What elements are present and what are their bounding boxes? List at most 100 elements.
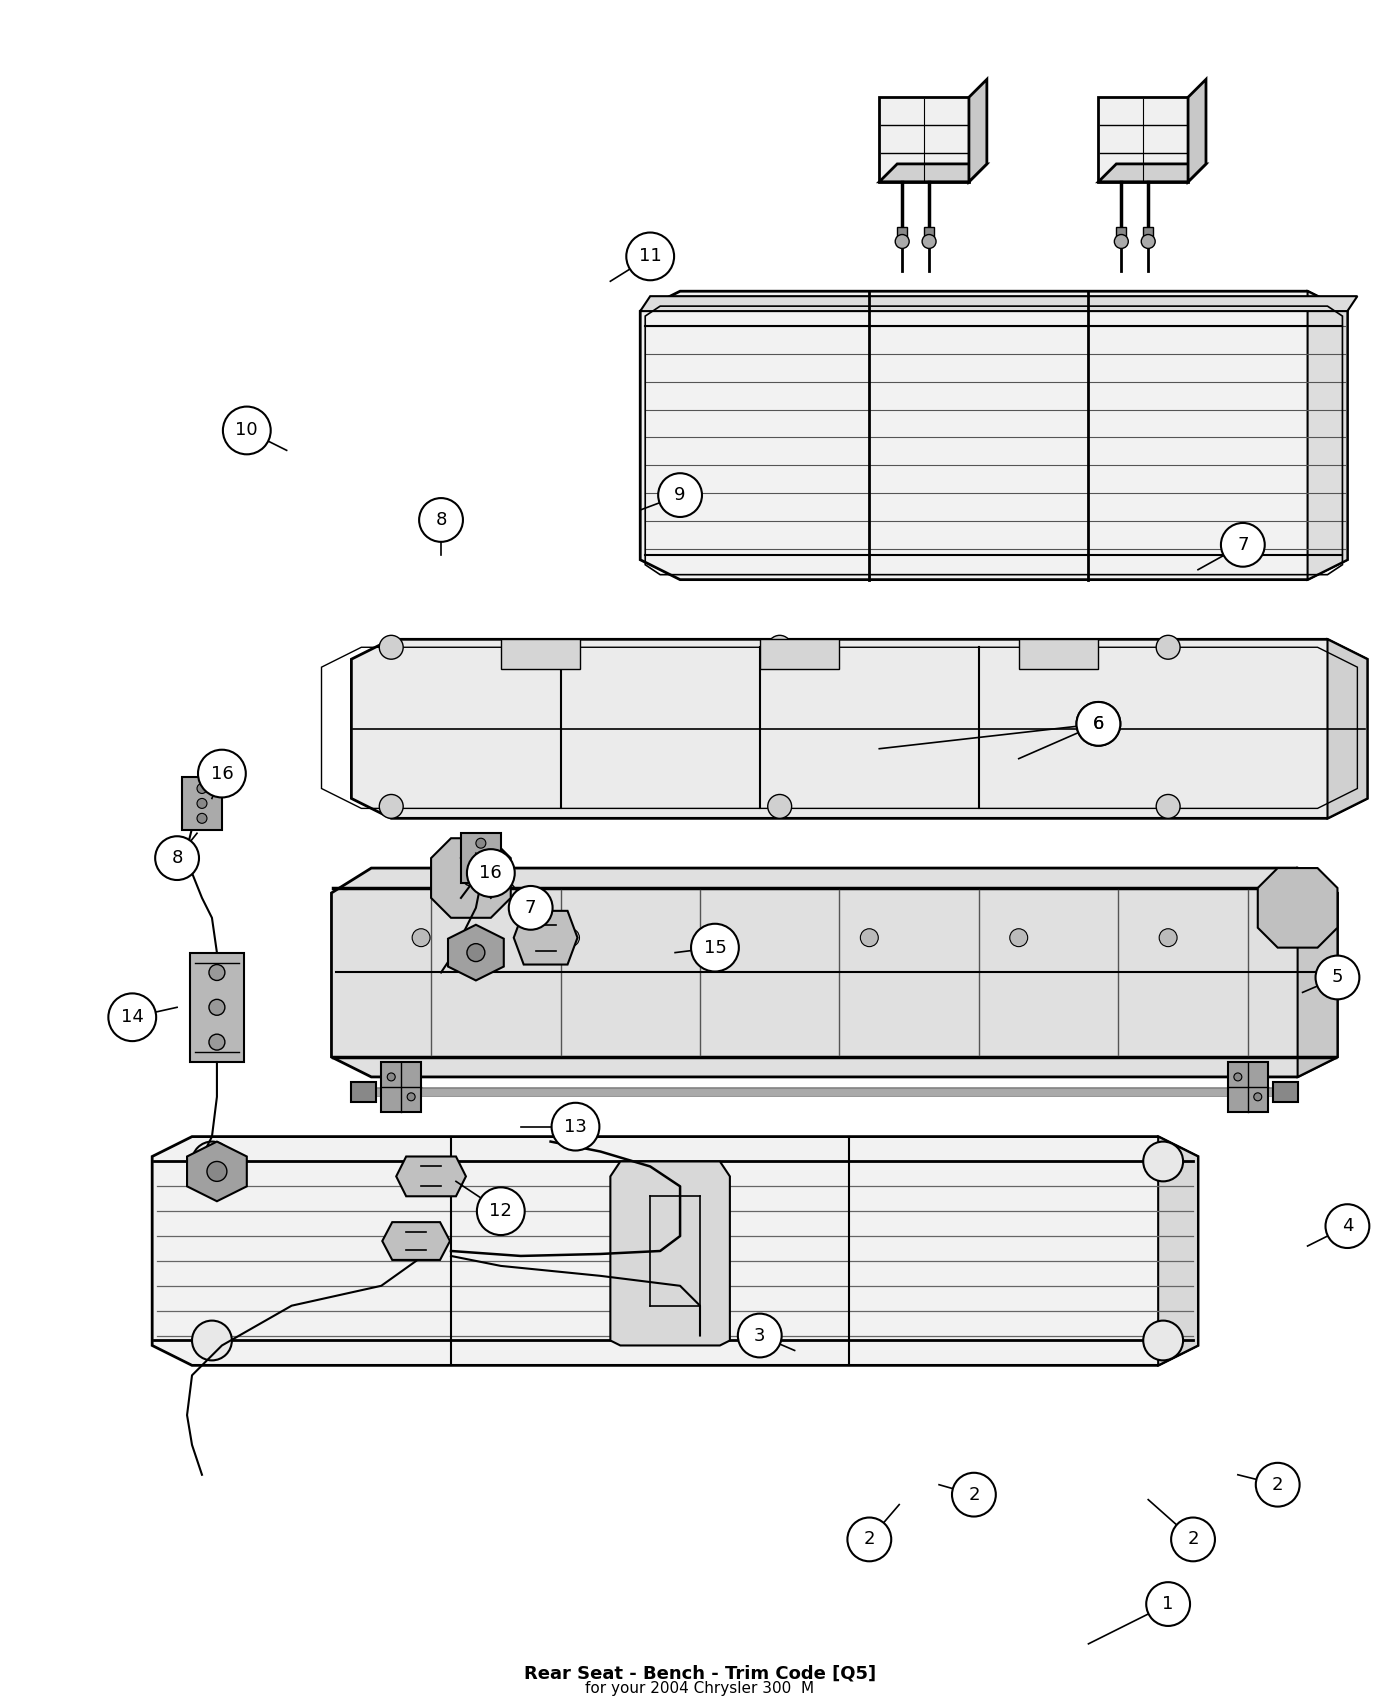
Polygon shape	[640, 296, 1358, 311]
Text: 4: 4	[1341, 1217, 1354, 1236]
Text: 7: 7	[1238, 536, 1249, 554]
Circle shape	[192, 1321, 232, 1360]
Polygon shape	[1158, 1137, 1198, 1365]
Circle shape	[1114, 235, 1128, 248]
Circle shape	[1159, 928, 1177, 947]
Circle shape	[895, 235, 909, 248]
Circle shape	[192, 1142, 232, 1182]
Circle shape	[1221, 524, 1264, 566]
Text: 2: 2	[1187, 1530, 1198, 1549]
Circle shape	[412, 928, 430, 947]
Text: 14: 14	[120, 1008, 144, 1027]
Circle shape	[388, 1073, 395, 1081]
Polygon shape	[448, 925, 504, 981]
Polygon shape	[501, 639, 581, 670]
Polygon shape	[382, 1222, 449, 1260]
Text: 2: 2	[1273, 1476, 1284, 1494]
Circle shape	[692, 923, 739, 971]
Polygon shape	[1308, 291, 1347, 580]
Polygon shape	[332, 869, 1337, 1076]
Polygon shape	[1189, 80, 1205, 182]
Text: 9: 9	[675, 486, 686, 505]
Circle shape	[861, 928, 878, 947]
Circle shape	[767, 636, 791, 660]
Text: 13: 13	[564, 1117, 587, 1136]
Polygon shape	[351, 639, 1368, 818]
Circle shape	[767, 794, 791, 818]
Circle shape	[1077, 702, 1120, 746]
Polygon shape	[760, 639, 840, 670]
Polygon shape	[640, 291, 1347, 580]
Polygon shape	[1144, 226, 1154, 236]
Circle shape	[155, 836, 199, 881]
Polygon shape	[1273, 1081, 1298, 1102]
Text: 8: 8	[171, 848, 183, 867]
Circle shape	[626, 233, 675, 280]
Circle shape	[468, 944, 484, 962]
Polygon shape	[182, 777, 223, 830]
Circle shape	[1172, 1518, 1215, 1561]
Circle shape	[1147, 1583, 1190, 1625]
Polygon shape	[1257, 869, 1337, 947]
Circle shape	[1233, 1073, 1242, 1081]
Polygon shape	[461, 833, 501, 882]
Polygon shape	[1099, 163, 1205, 182]
Circle shape	[1156, 636, 1180, 660]
Polygon shape	[969, 80, 987, 182]
Polygon shape	[1228, 1062, 1268, 1112]
Circle shape	[1316, 955, 1359, 1000]
Circle shape	[711, 928, 729, 947]
Polygon shape	[351, 1081, 377, 1102]
Circle shape	[419, 498, 463, 542]
Circle shape	[738, 1314, 781, 1357]
Circle shape	[207, 1161, 227, 1182]
Text: 7: 7	[525, 899, 536, 916]
Circle shape	[658, 473, 701, 517]
Text: 3: 3	[755, 1326, 766, 1345]
Circle shape	[197, 813, 207, 823]
Circle shape	[407, 1093, 416, 1102]
Circle shape	[1144, 1321, 1183, 1360]
Circle shape	[476, 853, 486, 864]
Text: 16: 16	[210, 765, 234, 782]
Circle shape	[463, 870, 479, 886]
Text: 16: 16	[479, 864, 503, 882]
Text: 5: 5	[1331, 969, 1343, 986]
Polygon shape	[153, 1137, 1198, 1365]
Circle shape	[197, 799, 207, 809]
Polygon shape	[1099, 97, 1189, 182]
Circle shape	[552, 1103, 599, 1151]
Circle shape	[923, 235, 937, 248]
Polygon shape	[924, 226, 934, 236]
Circle shape	[1326, 1204, 1369, 1248]
Polygon shape	[514, 911, 577, 964]
Polygon shape	[381, 1062, 421, 1112]
Polygon shape	[897, 226, 907, 236]
Circle shape	[1077, 702, 1120, 746]
Text: 12: 12	[490, 1202, 512, 1221]
Text: for your 2004 Chrysler 300  M: for your 2004 Chrysler 300 M	[585, 1681, 815, 1697]
Circle shape	[1254, 1093, 1261, 1102]
Circle shape	[209, 964, 225, 981]
Polygon shape	[431, 838, 511, 918]
Circle shape	[468, 850, 515, 898]
Circle shape	[1156, 794, 1180, 818]
Circle shape	[476, 838, 486, 848]
Text: 6: 6	[1093, 716, 1105, 733]
Polygon shape	[610, 1161, 729, 1345]
Circle shape	[209, 1034, 225, 1051]
Text: 15: 15	[704, 938, 727, 957]
Polygon shape	[1327, 639, 1368, 818]
Circle shape	[952, 1472, 995, 1516]
Circle shape	[108, 993, 157, 1040]
Circle shape	[197, 784, 207, 794]
Text: 2: 2	[864, 1530, 875, 1549]
Polygon shape	[879, 163, 987, 182]
Polygon shape	[188, 1142, 246, 1202]
Circle shape	[508, 886, 553, 930]
Text: 10: 10	[235, 422, 258, 439]
Circle shape	[1256, 1462, 1299, 1506]
Circle shape	[477, 1187, 525, 1236]
Text: 8: 8	[435, 512, 447, 529]
Text: 1: 1	[1162, 1595, 1173, 1613]
